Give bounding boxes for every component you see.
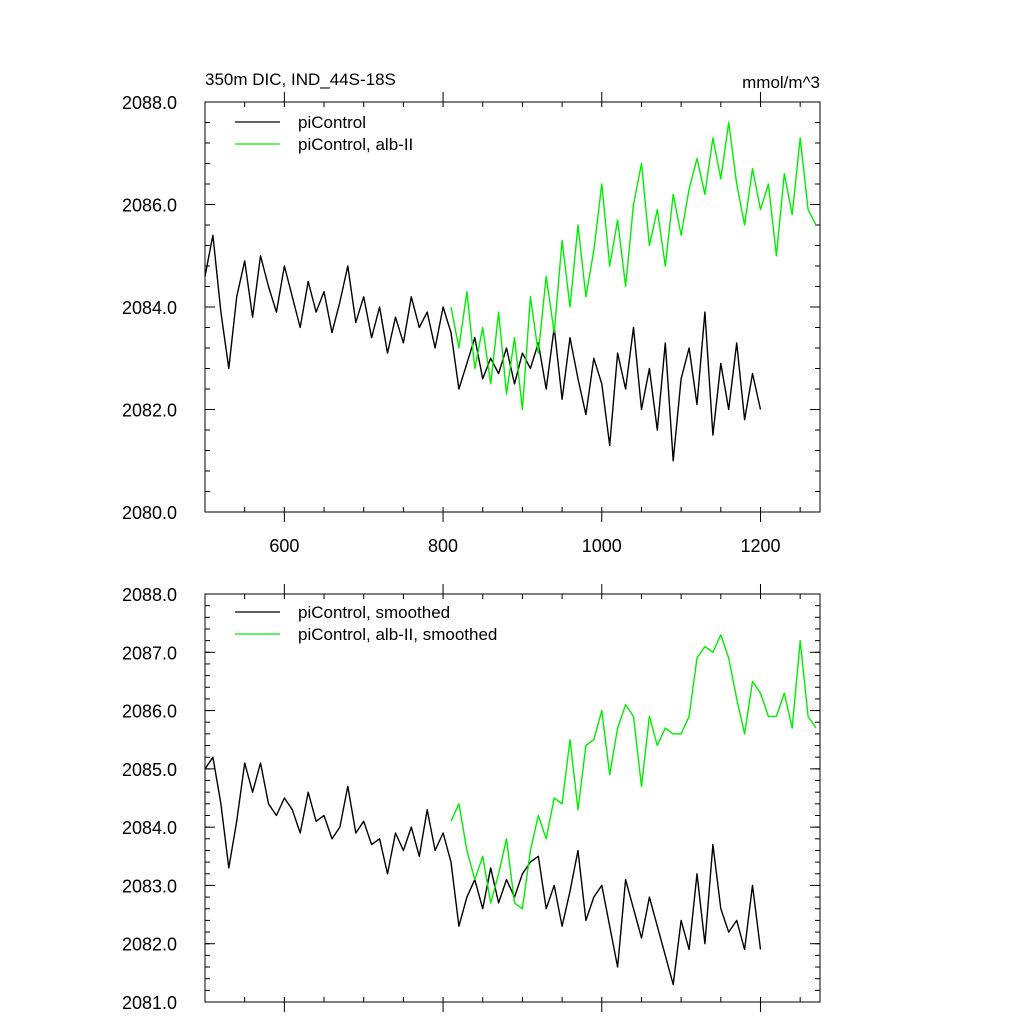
top-panel-units: mmol/m^3 — [742, 73, 820, 92]
top-x-tick-label: 600 — [269, 536, 299, 556]
top-y-tick-label: 2080.0 — [122, 503, 177, 523]
top-legend-label-alb: piControl, alb-II — [298, 135, 413, 154]
bottom-plot-area: 2081.0 2082.0 2083.0 2084.0 2085.0 2086.0 2087… — [122, 584, 820, 1013]
top-x-tick-label: 1200 — [740, 536, 780, 556]
bottom-y-tick-label: 2084.0 — [122, 818, 177, 838]
bottom-series-picontrol-smoothed — [204, 756, 762, 986]
bottom-legend-label-alb: piControl, alb-II, smoothed — [298, 625, 497, 644]
bottom-y-tick-label: 2085.0 — [122, 760, 177, 780]
top-panel: 350m DIC, IND_44S-18S mmol/m^3 600 800 100… — [122, 70, 821, 556]
bottom-series-picontrol-alb-ii-smoothed — [450, 634, 817, 910]
bottom-legend: piControl, smoothed piControl, alb-II, s… — [235, 603, 497, 644]
top-x-tick-label: 800 — [428, 536, 458, 556]
top-panel-title: 350m DIC, IND_44S-18S — [205, 70, 396, 89]
top-plot-area: 600 800 1000 1200 2080.0 2082.0 2084.0 2086.0 20… — [122, 92, 820, 556]
top-plot-frame — [204, 101, 821, 513]
bottom-panel: 2081.0 2082.0 2083.0 2084.0 2085.0 2086.0 2087… — [122, 584, 821, 1013]
top-series-picontrol-alb-ii — [450, 121, 817, 411]
bottom-legend-label-picontrol: piControl, smoothed — [298, 603, 450, 622]
bottom-y-tick-label: 2087.0 — [122, 643, 177, 663]
top-legend: piControl piControl, alb-II — [235, 113, 413, 154]
top-series-picontrol — [204, 234, 762, 462]
top-y-tick-label: 2088.0 — [122, 93, 177, 113]
bottom-plot-frame — [204, 593, 821, 1003]
bottom-y-tick-label: 2086.0 — [122, 702, 177, 722]
top-x-tick-label: 1000 — [582, 536, 622, 556]
top-y-tick-label: 2086.0 — [122, 196, 177, 216]
bottom-y-tick-label: 2082.0 — [122, 935, 177, 955]
bottom-y-tick-label: 2081.0 — [122, 993, 177, 1013]
bottom-y-tick-label: 2083.0 — [122, 876, 177, 896]
top-y-tick-label: 2084.0 — [122, 298, 177, 318]
bottom-y-tick-label: 2088.0 — [122, 585, 177, 605]
top-legend-label-picontrol: piControl — [298, 113, 366, 132]
top-y-tick-label: 2082.0 — [122, 401, 177, 421]
